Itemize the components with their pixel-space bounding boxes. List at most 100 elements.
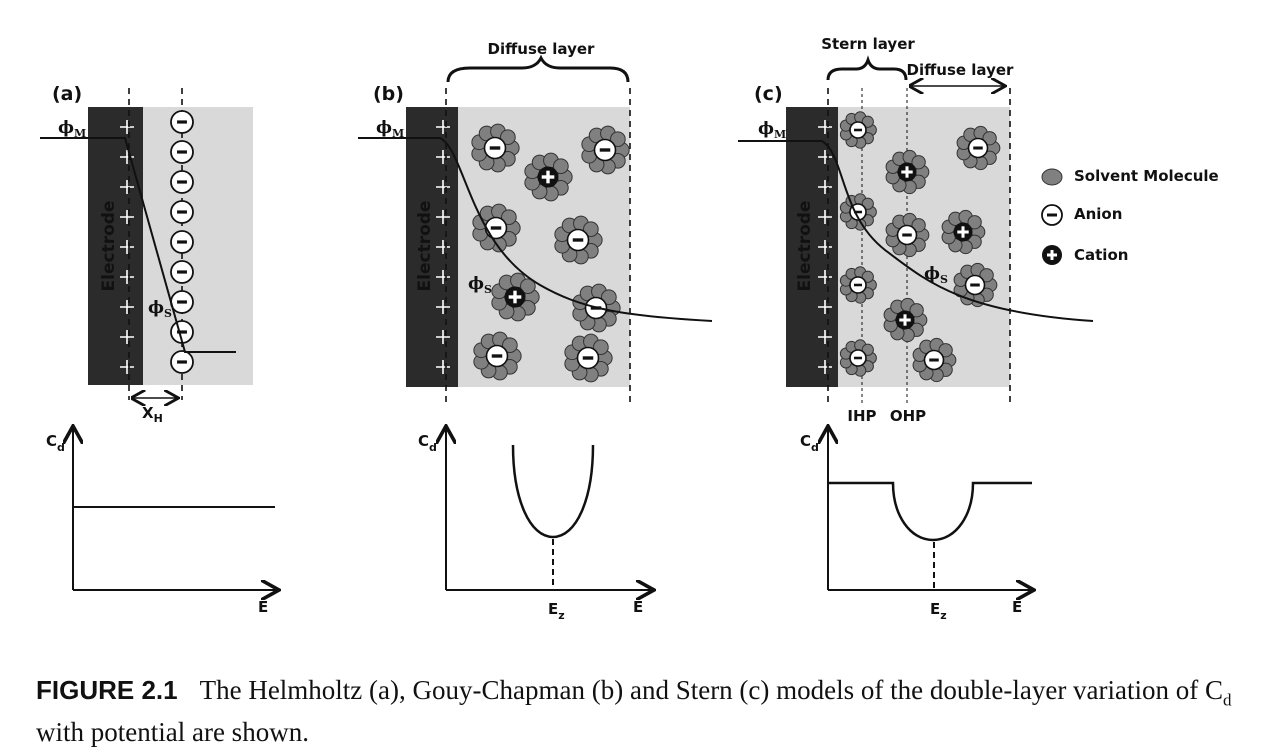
plus-charge [436, 240, 450, 254]
solvated-anion [554, 215, 603, 265]
plus-charge [120, 360, 134, 374]
plus-charge [818, 240, 832, 254]
anion [170, 170, 194, 194]
plus-charge [120, 300, 134, 314]
electrode-charges [120, 120, 134, 374]
legend: Solvent Molecule Anion Cation [1041, 167, 1219, 265]
solvated-anion [839, 266, 877, 304]
plus-charge [818, 210, 832, 224]
solvated-cation [941, 209, 986, 255]
caption-label: FIGURE 2.1 [36, 675, 178, 705]
plus-charge [818, 300, 832, 314]
plus-charge [120, 210, 134, 224]
solvated-cation [524, 152, 573, 202]
plus-charge [818, 360, 832, 374]
plus-charge [436, 210, 450, 224]
electrode-charges [818, 120, 832, 374]
legend-anion: Anion [1074, 205, 1122, 223]
panel-a: (a) Electrode ϕM ϕS XH [40, 83, 253, 425]
plus-charge [818, 270, 832, 284]
plus-charge [818, 120, 832, 134]
anion [170, 290, 194, 314]
solvated-ions [471, 123, 630, 383]
plus-charge [818, 180, 832, 194]
electrode [88, 107, 143, 385]
plus-charge [120, 120, 134, 134]
solvated-cation [491, 272, 540, 322]
cd-curve [828, 481, 1032, 542]
phi-s-label: ϕS [148, 298, 172, 320]
plus-charge [436, 360, 450, 374]
phi-m-label: ϕM [58, 118, 86, 140]
graph-c: Cd E Ez [800, 428, 1032, 622]
phi-m-label: ϕM [376, 118, 404, 140]
anion [170, 230, 194, 254]
cd-curve [511, 444, 595, 539]
solvated-anion [473, 331, 522, 381]
plus-charge [436, 300, 450, 314]
anion-layer [170, 110, 194, 374]
solvated-cation [885, 149, 930, 195]
diffuse-layer-brace [446, 54, 630, 83]
panel-c: (c) Stern layer Diffuse layer Electrode … [738, 35, 1094, 425]
electrode-label: Electrode [415, 201, 435, 292]
anion-icon [1041, 204, 1063, 226]
panel-c-tag: (c) [754, 83, 783, 105]
anion [170, 260, 194, 284]
solvated-anion [885, 212, 930, 258]
stern-layer-label: Stern layer [821, 35, 915, 53]
solvated-anion [912, 337, 957, 383]
potential-curve [738, 140, 1094, 322]
anion [170, 200, 194, 224]
electrode-label: Electrode [99, 201, 119, 292]
solution-region [143, 107, 253, 385]
cation-icon [1042, 245, 1062, 265]
anion [170, 110, 194, 134]
solvated-anion [472, 203, 521, 253]
solvated-anion [471, 123, 520, 173]
graph-b: Cd E Ez [418, 428, 652, 622]
stern-layer-brace [826, 55, 908, 81]
double-layer-figure: (a) Electrode ϕM ϕS XH (b) Diffuse layer… [40, 35, 1219, 622]
figure-caption: FIGURE 2.1 The Helmholtz (a), Gouy-Chapma… [36, 674, 1261, 749]
solvated-anion [956, 125, 1001, 171]
caption-text-end: with potential are shown. [36, 717, 309, 748]
potential-curve [40, 137, 236, 353]
plus-charge [818, 150, 832, 164]
solvent-molecule-icon [1041, 168, 1063, 186]
panel-a-tag: (a) [52, 83, 82, 105]
phi-m-label: ϕM [758, 119, 786, 141]
panel-b-tag: (b) [373, 83, 404, 105]
diffuse-layer-label: Diffuse layer [488, 40, 595, 58]
plus-charge [436, 330, 450, 344]
xh-label: XH [142, 404, 163, 425]
ohp-label: OHP [890, 407, 926, 425]
y-axis-label: Cd [800, 432, 819, 454]
plus-charge [436, 180, 450, 194]
plus-charge [436, 150, 450, 164]
solvated-anion [839, 111, 877, 149]
plus-charge [436, 270, 450, 284]
caption-text: The Helmholtz (a), Gouy-Chapman (b) and … [199, 675, 1224, 705]
x-axis-label: E [633, 598, 643, 616]
x-axis-label: E [1012, 598, 1022, 616]
solvated-cation [883, 297, 928, 343]
plus-charge [120, 180, 134, 194]
legend-cation: Cation [1074, 246, 1128, 264]
y-axis-label: Cd [46, 432, 65, 454]
graph-a: Cd E [46, 428, 277, 616]
plus-charge [120, 330, 134, 344]
ez-label: Ez [930, 600, 947, 622]
electrode-charges [436, 120, 450, 374]
solvated-ions [839, 111, 1001, 383]
solvated-anion [581, 125, 630, 175]
plus-charge [120, 150, 134, 164]
anion [170, 140, 194, 164]
phi-s-label: ϕS [924, 264, 948, 286]
plus-charge [818, 330, 832, 344]
potential-curve [358, 137, 713, 322]
plus-charge [436, 120, 450, 134]
y-axis-label: Cd [418, 432, 437, 454]
solvated-anion [572, 283, 621, 333]
solvated-anion [839, 339, 877, 377]
